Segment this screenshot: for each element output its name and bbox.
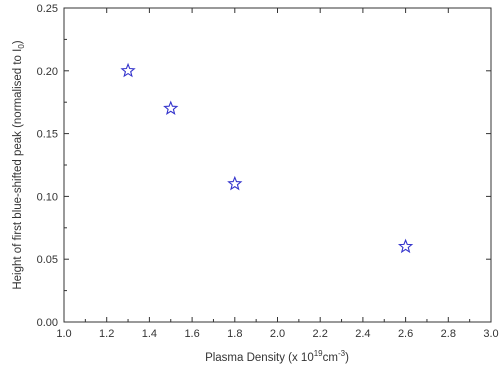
data-point-2 <box>163 100 179 115</box>
x-axis-ticks: 1.0 1.2 1.4 1.6 1.8 2.0 2.2 2.4 2.6 2.8 3.0 <box>56 8 499 340</box>
x-tick-label: 3.0 <box>483 328 498 340</box>
plot-frame <box>63 7 492 323</box>
x-tick-label: 2.8 <box>441 328 456 340</box>
x-tick-label: 2.6 <box>398 328 413 340</box>
data-point-4 <box>397 238 414 254</box>
y-tick-label: 0.05 <box>37 254 58 266</box>
x-axis-title: Plasma Density (x 1019cm-3) <box>205 349 349 364</box>
x-tick-label: 1.2 <box>99 328 114 340</box>
data-points <box>120 62 414 254</box>
y-tick-label: 0.20 <box>37 66 58 78</box>
x-tick-label: 1.6 <box>184 328 199 340</box>
y-axis-ticks: 0.00 0.05 0.10 0.15 0.20 0.25 <box>37 3 491 329</box>
x-tick-label: 1.0 <box>56 328 71 340</box>
x-tick-label: 1.4 <box>142 328 157 340</box>
y-tick-label: 0.10 <box>37 191 58 203</box>
data-point-1 <box>120 62 136 78</box>
y-tick-label: 0.25 <box>37 3 58 15</box>
y-axis-title: Height of first blue-shifted peak (norma… <box>12 40 26 289</box>
x-tick-label: 1.8 <box>227 328 242 340</box>
x-tick-label: 2.4 <box>355 328 370 340</box>
y-tick-label: 0.15 <box>37 129 58 141</box>
x-tick-label: 2.0 <box>270 328 285 340</box>
x-tick-label: 2.2 <box>313 328 328 340</box>
data-point-3 <box>227 175 243 191</box>
y-tick-label: 0.00 <box>37 317 58 329</box>
